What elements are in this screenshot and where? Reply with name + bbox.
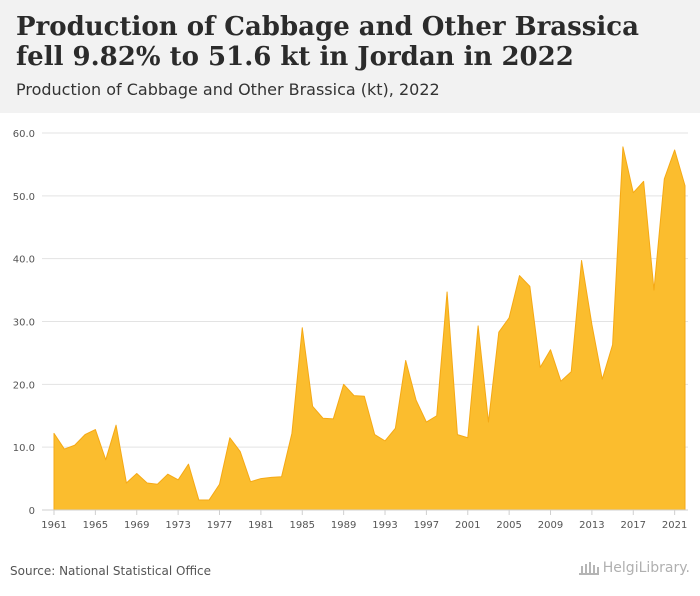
x-tick-label: 1973 [165, 520, 190, 531]
logo-text: HelgiLibrary. [602, 560, 690, 576]
x-tick-label: 1977 [207, 520, 232, 531]
x-tick-label: 1969 [124, 520, 149, 531]
x-tick-label: 1981 [248, 520, 273, 531]
x-tick-label: 2021 [662, 520, 687, 531]
x-tick-label: 1985 [290, 520, 315, 531]
x-tick-label: 1989 [331, 520, 356, 531]
x-tick-label: 1993 [372, 520, 397, 531]
helgi-library-logo[interactable]: HelgiLibrary. [578, 560, 690, 576]
production-area [53, 146, 686, 511]
x-axis-ticks [53, 510, 676, 515]
y-tick-label: 0 [29, 506, 35, 517]
x-tick-label: 2001 [455, 520, 480, 531]
y-tick-label: 40.0 [13, 255, 35, 266]
source-note: Source: National Statistical Office [10, 564, 212, 578]
x-tick-label: 1997 [414, 520, 439, 531]
x-tick-label: 2013 [579, 520, 604, 531]
chart-subtitle: Production of Cabbage and Other Brassica… [16, 80, 440, 99]
y-axis-labels: 0 10.0 20.0 30.0 40.0 50.0 60.0 [13, 129, 35, 517]
library-building-icon [578, 562, 599, 575]
x-tick-label: 2009 [538, 520, 563, 531]
y-tick-label: 50.0 [13, 192, 35, 203]
header-band [0, 0, 700, 113]
x-axis-labels: 1961 1965 1969 1973 1977 1981 1985 1989 1993 1997… [41, 520, 687, 531]
x-tick-label: 1965 [83, 520, 108, 531]
area-chart: 010.020.030.040.050.060.0 1961 1965 1969 19… [13, 129, 688, 531]
y-tick-label: 20.0 [13, 380, 35, 391]
y-tick-label: 30.0 [13, 318, 35, 329]
y-tick-label: 10.0 [13, 443, 35, 454]
x-tick-label: 1961 [41, 520, 66, 531]
grid-lines [42, 132, 688, 448]
x-tick-label: 2017 [621, 520, 646, 531]
y-tick-label: 60.0 [13, 129, 35, 140]
x-tick-label: 2005 [496, 520, 521, 531]
chart-title: Production of Cabbage and Other Brassica… [16, 12, 639, 72]
